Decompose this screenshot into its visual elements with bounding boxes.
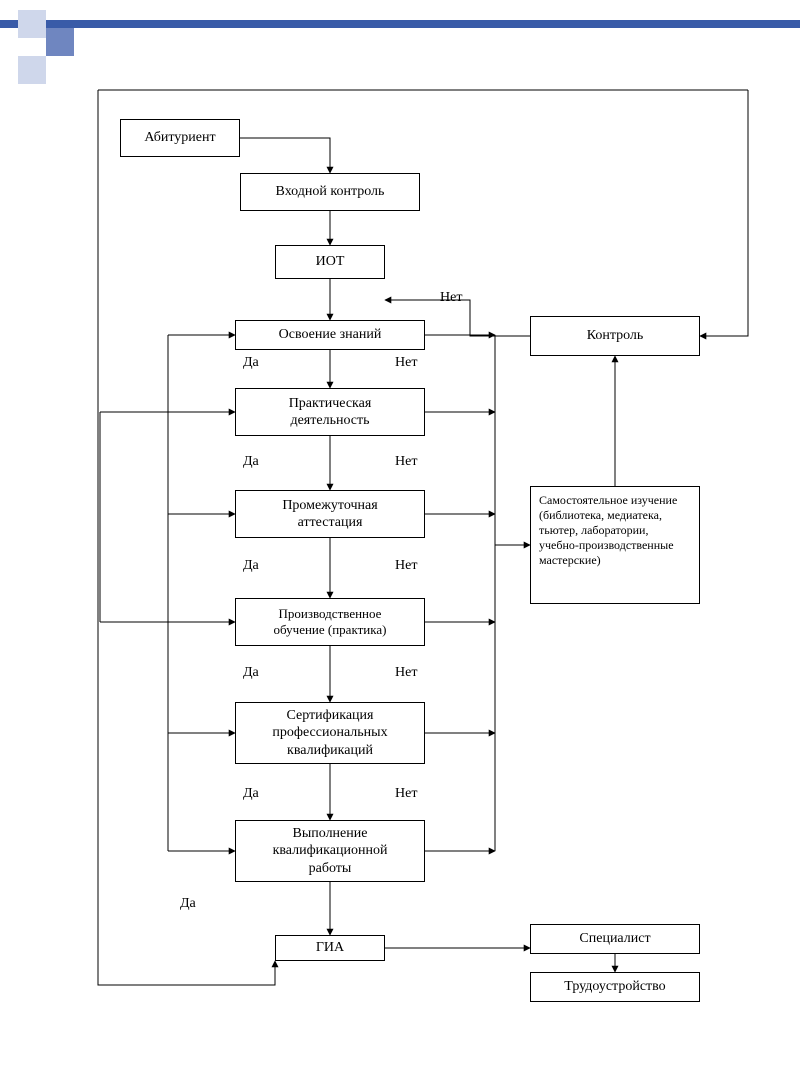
node-entry: Входной контроль bbox=[240, 173, 420, 211]
label-net_iot: Нет bbox=[440, 290, 462, 306]
node-training: Производственноеобучение (практика) bbox=[235, 598, 425, 646]
node-practice: Практическаядеятельность bbox=[235, 388, 425, 436]
node-control: Контроль bbox=[530, 316, 700, 356]
node-selfstudy: Самостоятельное изучение (библиотека, ме… bbox=[530, 486, 700, 604]
node-cert: Сертификацияпрофессиональныхквалификаций bbox=[235, 702, 425, 764]
label-da_qual: Да bbox=[180, 896, 196, 912]
label-da_pract: Да bbox=[243, 454, 259, 470]
edge bbox=[700, 90, 748, 336]
label-net_pract: Нет bbox=[395, 454, 417, 470]
label-net_cert: Нет bbox=[395, 786, 417, 802]
node-midterm: Промежуточнаяаттестация bbox=[235, 490, 425, 538]
edge bbox=[240, 138, 330, 173]
node-abiturient: Абитуриент bbox=[120, 119, 240, 157]
node-specialist: Специалист bbox=[530, 924, 700, 954]
label-da_train: Да bbox=[243, 665, 259, 681]
node-gia: ГИА bbox=[275, 935, 385, 961]
label-net_train: Нет bbox=[395, 665, 417, 681]
node-qualwork: Выполнениеквалификационнойработы bbox=[235, 820, 425, 882]
label-da_mast: Да bbox=[243, 355, 259, 371]
label-da_cert: Да bbox=[243, 786, 259, 802]
node-employment: Трудоустройство bbox=[530, 972, 700, 1002]
node-mastering: Освоение знаний bbox=[235, 320, 425, 350]
node-iot: ИОТ bbox=[275, 245, 385, 279]
flowchart-canvas: АбитуриентВходной контроль ИОТ Освоение зн… bbox=[0, 0, 800, 1066]
label-da_mid: Да bbox=[243, 558, 259, 574]
label-net_mast: Нет bbox=[395, 355, 417, 371]
label-net_mid: Нет bbox=[395, 558, 417, 574]
